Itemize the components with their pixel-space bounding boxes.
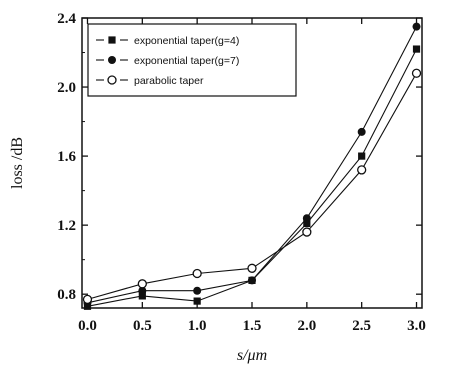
x-tick-label: 1.5 — [243, 318, 262, 334]
series-1-point — [412, 45, 421, 53]
x-axis-title: s/μm — [237, 347, 267, 364]
legend: exponential taper(g=4) exponential taper(… — [87, 23, 297, 97]
legend-label: exponential taper(g=4) — [134, 35, 239, 47]
series-3 — [82, 68, 422, 305]
series-1-point — [193, 297, 201, 305]
x-tick-label: 0.0 — [78, 318, 97, 334]
series-2-point — [412, 22, 421, 31]
x-tick-label: 0.5 — [133, 318, 152, 334]
legend-marker — [107, 75, 117, 85]
series-2 — [83, 22, 421, 307]
series-3-point — [247, 263, 257, 273]
series-3-point — [411, 68, 422, 78]
series-3-point — [82, 294, 93, 305]
series-2-point — [193, 286, 202, 295]
series-1-point — [358, 152, 366, 160]
legend-item: exponential taper(g=4) — [96, 35, 239, 47]
series-3-point — [137, 279, 147, 289]
y-axis-title: loss /dB — [9, 137, 26, 189]
series-3-point — [192, 268, 202, 279]
series-2-point — [138, 286, 147, 295]
series-1-point — [303, 219, 311, 228]
series-2-point — [248, 276, 256, 285]
legend-marker — [108, 56, 116, 64]
y-tick-label: 0.8 — [57, 287, 76, 303]
legend-label: exponential taper(g=7) — [134, 55, 239, 67]
x-tick-label: 3.0 — [407, 318, 426, 334]
legend-marker — [108, 36, 116, 44]
y-tick-label: 1.2 — [57, 218, 76, 234]
y-tick-label: 2.0 — [57, 80, 76, 96]
y-tick-label: 1.6 — [57, 149, 76, 165]
series-1-point — [138, 292, 146, 300]
series-2-point — [357, 127, 366, 136]
series-3-point — [302, 227, 312, 237]
legend-item: parabolic taper — [96, 75, 204, 87]
x-tick-label: 2.0 — [297, 318, 316, 334]
legend-label: parabolic taper — [134, 75, 204, 87]
series-2-point — [302, 214, 311, 223]
x-tick-label: 1.0 — [188, 318, 207, 334]
y-tick-label: 2.4 — [57, 11, 76, 27]
legend-item: exponential taper(g=7) — [96, 55, 239, 67]
x-tick-label: 2.5 — [352, 318, 371, 334]
series-3-point — [357, 165, 367, 175]
